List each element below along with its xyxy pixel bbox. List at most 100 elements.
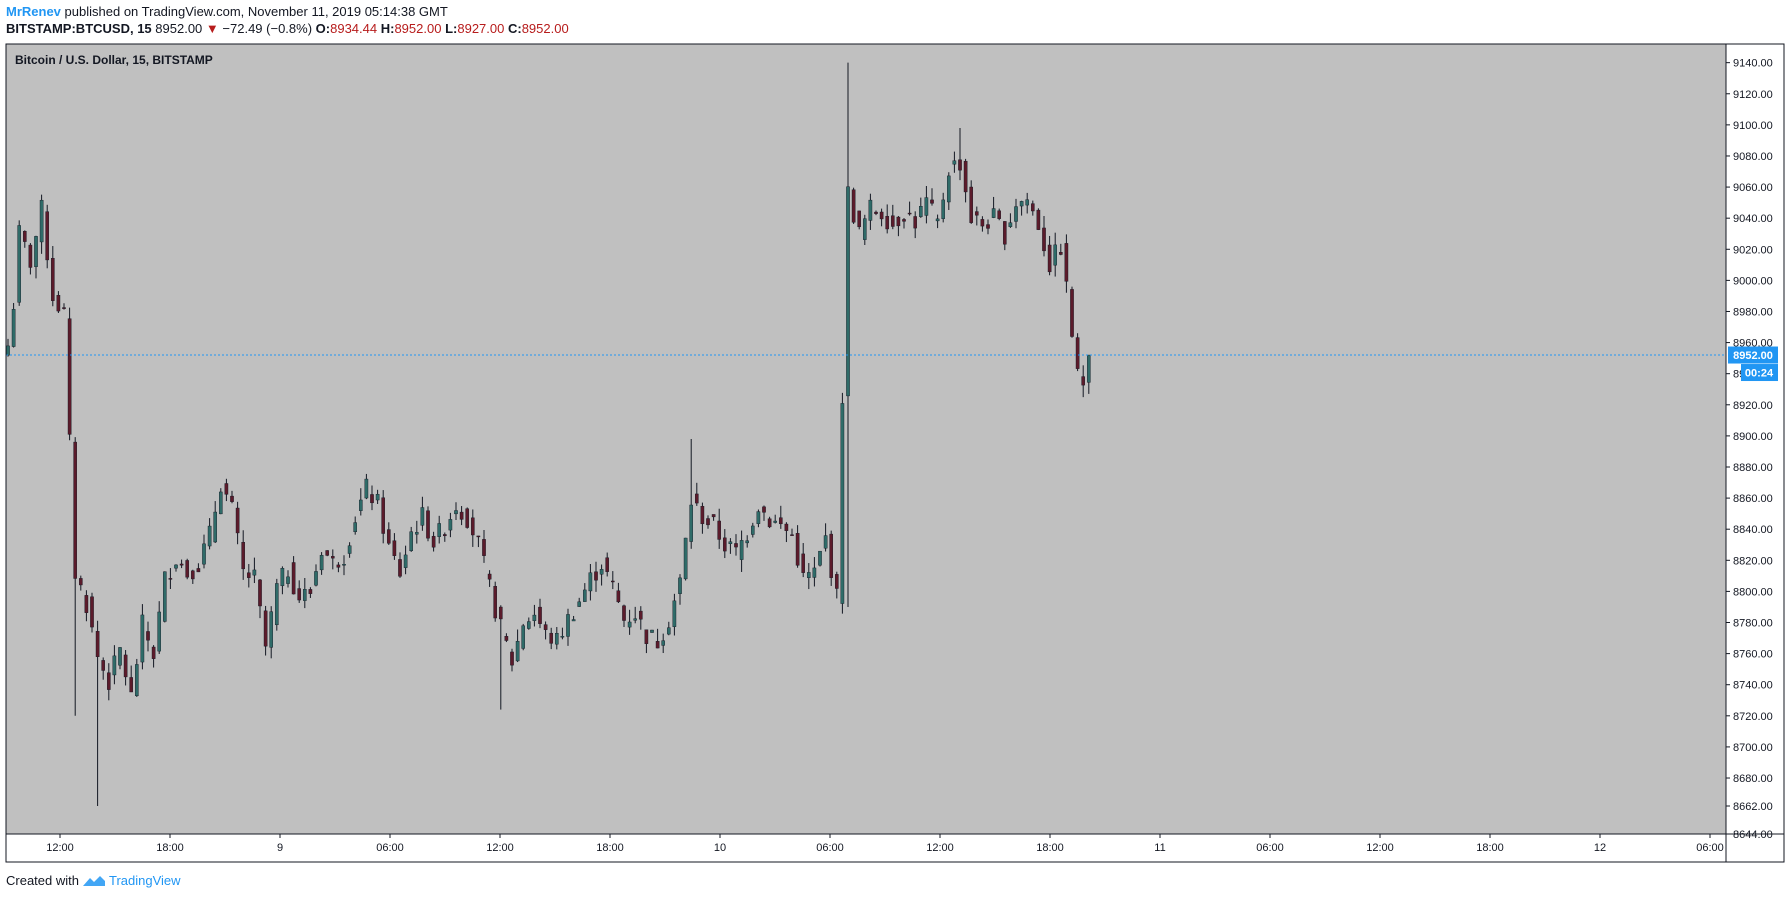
candle-down[interactable] (336, 564, 341, 568)
candle-up[interactable] (521, 625, 525, 649)
candle-up[interactable] (409, 531, 414, 552)
candle-up[interactable] (991, 208, 996, 218)
candle-down[interactable] (90, 596, 94, 628)
candle-up[interactable] (919, 206, 923, 217)
candle-up[interactable] (454, 510, 458, 515)
candle-up[interactable] (415, 532, 419, 535)
candle-down[interactable] (56, 294, 61, 312)
candle-down[interactable] (51, 258, 55, 301)
candle-down[interactable] (767, 518, 772, 528)
candle-up[interactable] (275, 583, 279, 626)
candle-up[interactable] (818, 550, 822, 566)
candle-down[interactable] (392, 540, 397, 556)
candle-up[interactable] (314, 571, 318, 586)
candle-down[interactable] (179, 563, 184, 566)
candle-up[interactable] (560, 636, 565, 638)
candle-up[interactable] (773, 520, 777, 523)
candle-down[interactable] (67, 318, 72, 435)
candle-down[interactable] (224, 483, 229, 495)
candle-down[interactable] (695, 493, 699, 504)
candle-down[interactable] (493, 586, 498, 619)
candle-down[interactable] (291, 562, 296, 595)
time-axis[interactable] (6, 834, 1784, 862)
candle-up[interactable] (515, 641, 520, 662)
candle-down[interactable] (622, 605, 626, 621)
candle-up[interactable] (1008, 222, 1013, 227)
candle-up[interactable] (661, 640, 665, 646)
candle-up[interactable] (157, 611, 162, 652)
candle-up[interactable] (577, 601, 581, 607)
candle-down[interactable] (963, 160, 968, 193)
candle-down[interactable] (45, 211, 49, 261)
candle-down[interactable] (885, 215, 889, 230)
candle-down[interactable] (95, 631, 100, 658)
candle-down[interactable] (510, 651, 514, 666)
candle-up[interactable] (118, 647, 122, 666)
candle-up[interactable] (566, 614, 570, 637)
candle-down[interactable] (644, 629, 649, 644)
candle-up[interactable] (11, 309, 16, 347)
candle-down[interactable] (297, 588, 302, 601)
candle-up[interactable] (342, 564, 346, 566)
candle-down[interactable] (723, 537, 727, 552)
candle-up[interactable] (375, 493, 380, 501)
candle-down[interactable] (1075, 337, 1080, 369)
candle-down[interactable] (78, 578, 83, 586)
candle-up[interactable] (840, 403, 845, 604)
plot-area[interactable] (6, 44, 1726, 834)
author-link[interactable]: MrRenev (6, 4, 61, 19)
candle-up[interactable] (437, 523, 442, 537)
candle-up[interactable] (807, 572, 811, 578)
candle-down[interactable] (123, 654, 128, 678)
candle-up[interactable] (863, 218, 867, 240)
candle-down[interactable] (258, 579, 262, 607)
candle-down[interactable] (717, 520, 721, 540)
candle-up[interactable] (633, 618, 637, 621)
candle-up[interactable] (672, 600, 677, 627)
candle-up[interactable] (112, 655, 117, 676)
candle-down[interactable] (146, 631, 150, 641)
candle-up[interactable] (140, 614, 145, 663)
candle-down[interactable] (829, 533, 833, 578)
candle-up[interactable] (627, 621, 632, 628)
candle-down[interactable] (129, 677, 134, 693)
candle-down[interactable] (230, 495, 234, 502)
candle-up[interactable] (1014, 206, 1018, 222)
candle-down[interactable] (168, 578, 173, 580)
price-axis[interactable] (1726, 44, 1784, 834)
candle-up[interactable] (571, 619, 576, 622)
candle-down[interactable] (1036, 209, 1041, 230)
candle-up[interactable] (6, 345, 10, 356)
candle-up[interactable] (683, 537, 688, 580)
candle-down[interactable] (73, 441, 77, 579)
candle-down[interactable] (549, 632, 553, 644)
candle-down[interactable] (151, 646, 156, 659)
candle-down[interactable] (101, 660, 105, 671)
candle-down[interactable] (605, 557, 609, 572)
candle-up[interactable] (924, 197, 929, 216)
candle-down[interactable] (975, 211, 979, 216)
candle-up[interactable] (448, 519, 453, 531)
candle-down[interactable] (711, 514, 716, 518)
candle-down[interactable] (1081, 376, 1085, 386)
candle-up[interactable] (303, 589, 307, 601)
candle-down[interactable] (381, 497, 386, 534)
candle-up[interactable] (532, 614, 537, 621)
candle-up[interactable] (1086, 354, 1091, 383)
candle-down[interactable] (62, 307, 66, 309)
candle-down[interactable] (958, 159, 962, 171)
candle-down[interactable] (482, 539, 486, 556)
candle-up[interactable] (403, 554, 408, 568)
candle-down[interactable] (443, 534, 447, 537)
candle-up[interactable] (678, 577, 682, 594)
candle-up[interactable] (941, 199, 945, 219)
candle-down[interactable] (857, 210, 861, 228)
candle-down[interactable] (639, 610, 643, 620)
candle-up[interactable] (359, 499, 363, 511)
candle-down[interactable] (851, 189, 856, 223)
candle-up[interactable] (947, 175, 951, 203)
candle-down[interactable] (706, 518, 710, 526)
candle-up[interactable] (286, 576, 290, 584)
candle-up[interactable] (823, 535, 828, 549)
candle-down[interactable] (896, 216, 901, 227)
